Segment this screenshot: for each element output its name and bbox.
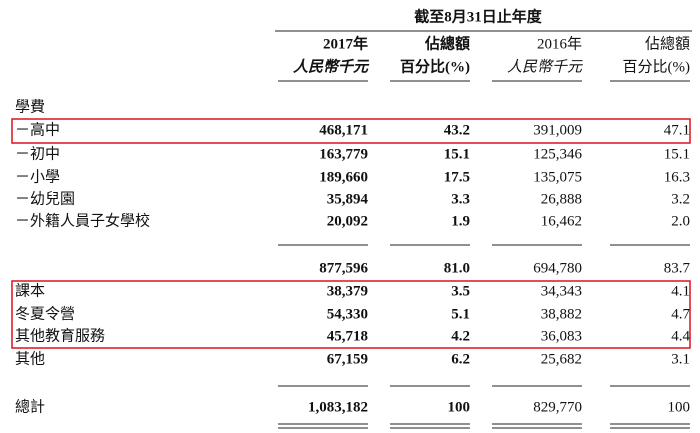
row-label: 學費 (15, 97, 45, 115)
cell: 468,171 (319, 122, 368, 138)
cell: 16,462 (541, 213, 582, 229)
cell: 20,092 (327, 213, 368, 229)
cell: 391,009 (533, 122, 582, 138)
column-year: 2016年 (537, 35, 582, 52)
cell: 38,882 (541, 306, 582, 322)
cell: 4.4 (671, 328, 690, 344)
cell: 3.2 (671, 191, 690, 207)
cell: 47.1 (664, 122, 690, 138)
row-label: 其他教育服務 (15, 327, 105, 344)
row-label: －初中 (15, 145, 60, 162)
cell: 5.1 (451, 306, 470, 322)
cell: 25,682 (541, 351, 582, 367)
cell: 3.1 (671, 351, 690, 367)
cell: 3.5 (451, 283, 470, 299)
cell: 4.7 (671, 306, 690, 322)
cell: 877,596 (319, 260, 368, 276)
row-label: 課本 (15, 282, 45, 299)
cell: 17.5 (444, 169, 470, 185)
cell: 4.2 (451, 328, 470, 344)
column-year: 2017年 (323, 34, 368, 52)
cell: 189,660 (319, 169, 368, 185)
column-year: 佔總額 (424, 34, 470, 52)
row-label: 總計 (15, 397, 45, 415)
cell: 81.0 (444, 260, 470, 276)
column-unit: 百分比(%) (623, 58, 691, 75)
highlight-box (11, 118, 691, 144)
cell: 1,083,182 (308, 399, 368, 415)
cell: 15.1 (444, 146, 470, 162)
cell: 6.2 (451, 351, 470, 367)
cell: 2.0 (671, 213, 690, 229)
cell: 125,346 (533, 146, 582, 162)
cell: 35,894 (327, 191, 369, 207)
cell: 163,779 (319, 146, 368, 162)
column-unit: 人民幣千元 (293, 58, 370, 75)
cell: 3.3 (451, 191, 470, 207)
cell: 100 (668, 399, 691, 415)
cell: 829,770 (533, 399, 582, 415)
cell: 36,083 (541, 328, 582, 344)
column-year: 佔總額 (645, 34, 690, 52)
cell: 34,343 (541, 283, 582, 299)
row-label: －外籍人員子女學校 (15, 211, 150, 229)
cell: 4.1 (671, 283, 690, 299)
cell: 43.2 (444, 122, 470, 138)
cell: 83.7 (664, 260, 691, 276)
cell: 54,330 (327, 306, 368, 322)
column-unit: 人民幣千元 (507, 58, 583, 75)
cell: 67,159 (327, 351, 368, 367)
highlight-box (11, 280, 691, 349)
row-label: －幼兒園 (15, 190, 75, 207)
cell: 45,718 (327, 328, 368, 344)
cell: 100 (448, 399, 471, 415)
cell: 16.3 (664, 169, 690, 185)
cell: 15.1 (664, 146, 690, 162)
column-unit: 百分比(%) (400, 57, 470, 75)
cell: 135,075 (533, 169, 582, 185)
row-label: 其他 (15, 350, 45, 367)
period-header: 截至8月31日止年度 (414, 7, 543, 25)
row-label: －小學 (15, 167, 60, 185)
cell: 38,379 (327, 283, 368, 299)
row-label: －高中 (15, 121, 60, 138)
cell: 26,888 (541, 191, 582, 207)
row-label: 冬夏令營 (15, 305, 75, 322)
cell: 1.9 (451, 213, 470, 229)
cell: 694,780 (533, 260, 582, 276)
